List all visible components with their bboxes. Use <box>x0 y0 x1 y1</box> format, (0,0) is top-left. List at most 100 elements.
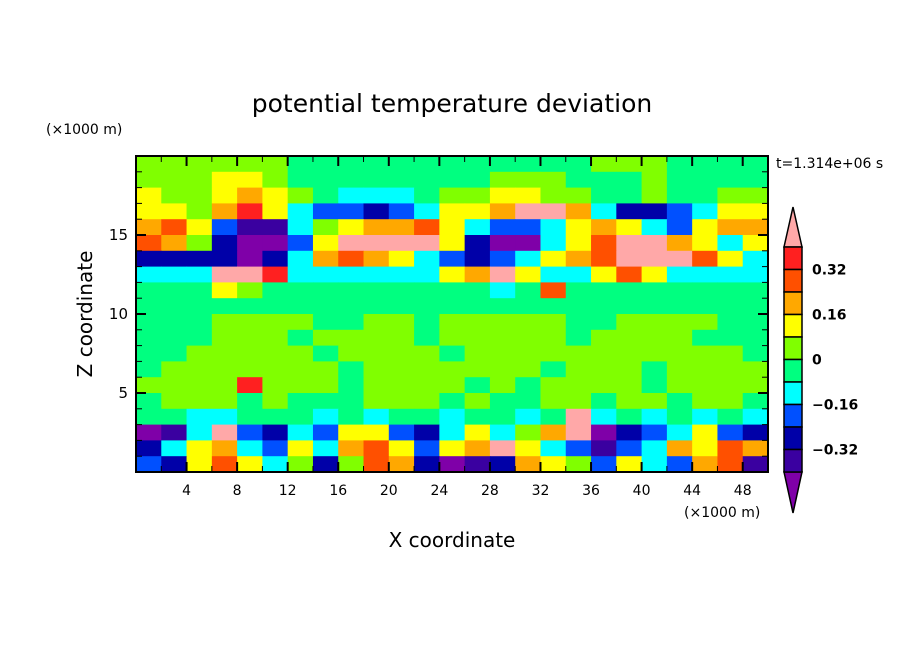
heatmap-cell <box>388 329 415 347</box>
heatmap-cell <box>742 298 769 315</box>
heatmap-cell <box>136 250 162 268</box>
heatmap-cell <box>515 203 541 220</box>
heatmap-cell <box>464 456 491 473</box>
x-tick-label: 12 <box>279 483 297 499</box>
time-label: t=1.314e+06 s <box>776 156 883 172</box>
heatmap-cell <box>666 393 693 410</box>
heatmap-cell <box>388 187 415 204</box>
heatmap-cell <box>414 377 440 394</box>
heatmap-cell <box>692 203 718 220</box>
heatmap-cell <box>666 203 693 220</box>
heatmap-cell <box>338 377 365 394</box>
heatmap-cell <box>414 266 440 283</box>
heatmap-cell <box>161 219 188 236</box>
heatmap-cell <box>540 171 567 189</box>
heatmap-cell <box>161 440 188 457</box>
heatmap-cell <box>439 424 466 441</box>
colorbar-swatch <box>783 448 803 473</box>
heatmap-cell <box>161 329 188 347</box>
heatmap-cell <box>666 345 693 362</box>
heatmap-cell <box>312 329 339 347</box>
x-tick-label: 36 <box>582 483 600 499</box>
heatmap-cell <box>414 156 440 173</box>
heatmap-cell <box>464 187 491 204</box>
heatmap-cell <box>692 314 718 331</box>
heatmap-cell <box>388 440 415 457</box>
heatmap-cell <box>489 440 516 457</box>
heatmap-cell <box>237 345 263 362</box>
heatmap-cell <box>540 266 567 283</box>
heatmap-cell <box>489 424 516 441</box>
heatmap-cell <box>262 203 289 220</box>
heatmap-cell <box>237 156 263 173</box>
heatmap-cell <box>414 424 440 441</box>
heatmap-cell <box>439 456 466 473</box>
y-tick-label: 5 <box>118 384 128 402</box>
heatmap-cell <box>439 219 466 236</box>
heatmap-cell <box>338 345 365 362</box>
heatmap-cell <box>616 314 643 331</box>
heatmap-cell <box>388 266 415 283</box>
heatmap-cell <box>692 440 718 457</box>
heatmap-cell <box>439 329 466 347</box>
heatmap-cell <box>414 345 440 362</box>
heatmap-cell <box>692 377 718 394</box>
heatmap-cell <box>692 266 718 283</box>
colorbar-min-arrow <box>783 471 803 514</box>
heatmap-cell <box>616 456 643 473</box>
heatmap-cell <box>312 203 339 220</box>
heatmap-cell <box>439 203 466 220</box>
heatmap-cell <box>489 235 516 252</box>
heatmap-cell <box>338 282 365 299</box>
heatmap-cell <box>363 250 390 268</box>
heatmap-cell <box>464 235 491 252</box>
heatmap-cell <box>161 456 188 473</box>
heatmap-cell <box>338 187 365 204</box>
heatmap-cell <box>742 314 769 331</box>
heatmap-cell <box>186 235 213 252</box>
heatmap-cell <box>515 329 541 347</box>
heatmap-cell <box>591 377 617 394</box>
colorbar-swatch <box>783 426 803 451</box>
heatmap-cell <box>591 314 617 331</box>
heatmap-cell <box>237 329 263 347</box>
x-tick-label: 32 <box>532 483 550 499</box>
x-tick-label: 44 <box>683 483 701 499</box>
heatmap-cell <box>540 235 567 252</box>
heatmap-cell <box>414 235 440 252</box>
heatmap-cell <box>388 298 415 315</box>
heatmap-cell <box>388 361 415 378</box>
heatmap-cell <box>161 203 188 220</box>
heatmap-cell <box>211 361 238 378</box>
heatmap-cell <box>515 250 541 268</box>
heatmap-cell <box>641 408 668 426</box>
heatmap-cell <box>565 345 592 362</box>
heatmap-cell <box>338 361 365 378</box>
heatmap-cell <box>287 219 314 236</box>
heatmap-cell <box>717 250 744 268</box>
heatmap-cell <box>262 171 289 189</box>
heatmap-cell <box>666 282 693 299</box>
heatmap-cell <box>186 440 213 457</box>
heatmap-cell <box>742 203 769 220</box>
heatmap-cell <box>237 424 263 441</box>
heatmap-cell <box>464 408 491 426</box>
heatmap-cell <box>515 314 541 331</box>
heatmap-cell <box>515 171 541 189</box>
heatmap-cell <box>312 282 339 299</box>
heatmap-cell <box>287 377 314 394</box>
heatmap-cell <box>742 424 769 441</box>
heatmap-cell <box>489 314 516 331</box>
heatmap-cell <box>338 298 365 315</box>
heatmap-cell <box>211 298 238 315</box>
heatmap-cell <box>312 393 339 410</box>
heatmap-cell <box>692 408 718 426</box>
heatmap-cell <box>565 156 592 173</box>
heatmap-cell <box>211 250 238 268</box>
heatmap-cell <box>363 314 390 331</box>
heatmap-cell <box>616 345 643 362</box>
heatmap-cell <box>515 393 541 410</box>
heatmap-cell <box>262 314 289 331</box>
heatmap-cell <box>717 361 744 378</box>
heatmap-cell <box>161 266 188 283</box>
